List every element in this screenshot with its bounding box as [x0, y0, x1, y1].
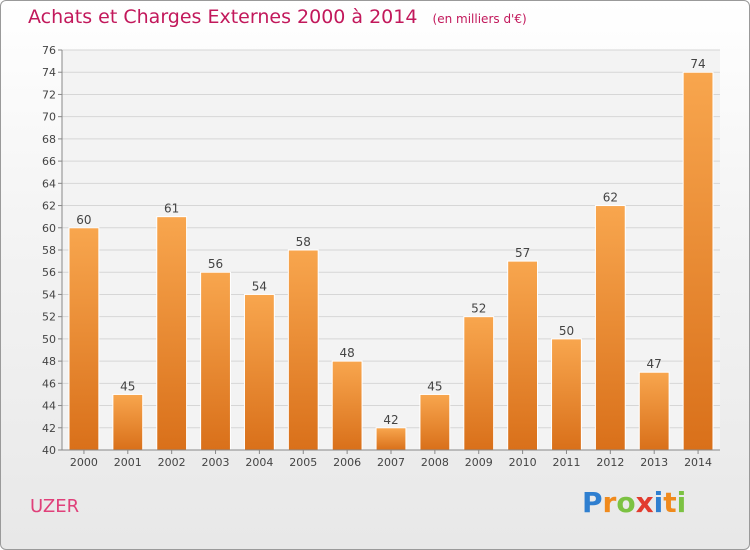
- y-tick-label: 52: [42, 311, 56, 324]
- data-label-2009: 52: [471, 302, 486, 316]
- x-tick-label: 2004: [245, 456, 273, 469]
- y-tick-label: 66: [42, 155, 56, 168]
- y-tick-label: 54: [42, 288, 56, 301]
- x-tick-label: 2002: [158, 456, 186, 469]
- data-label-2001: 45: [120, 379, 135, 393]
- y-tick-label: 50: [42, 333, 56, 346]
- data-label-2002: 61: [164, 202, 179, 216]
- y-tick-label: 40: [42, 444, 56, 457]
- data-label-2013: 47: [647, 357, 662, 371]
- x-tick-label: 2013: [640, 456, 668, 469]
- data-label-2003: 56: [208, 257, 223, 271]
- y-tick-label: 42: [42, 422, 56, 435]
- bar-2002: [156, 216, 188, 451]
- bar-2012: [594, 205, 626, 451]
- data-label-2005: 58: [296, 235, 311, 249]
- proxiti-logo: Proxiti: [582, 486, 686, 519]
- x-tick-label: 2012: [596, 456, 624, 469]
- chart-subtitle: (en milliers d'€): [432, 12, 527, 26]
- y-tick-label: 76: [42, 44, 56, 57]
- x-tick-label: 2003: [202, 456, 230, 469]
- x-tick-label: 2000: [70, 456, 98, 469]
- y-tick-label: 56: [42, 266, 56, 279]
- title-row: Achats et Charges Externes 2000 à 2014 (…: [28, 6, 527, 28]
- bar-2003: [200, 271, 231, 451]
- x-tick-label: 2014: [684, 456, 712, 469]
- data-label-2007: 42: [383, 413, 398, 427]
- x-tick-label: 2005: [289, 456, 317, 469]
- bar-2005: [287, 249, 319, 451]
- data-label-2011: 50: [559, 324, 574, 338]
- x-tick-label: 2009: [465, 456, 493, 469]
- data-label-2004: 54: [252, 279, 267, 293]
- y-tick-label: 68: [42, 133, 56, 146]
- y-tick-label: 48: [42, 355, 56, 368]
- logo-letter: o: [616, 486, 636, 519]
- y-tick-label: 58: [42, 244, 56, 257]
- y-tick-label: 46: [42, 377, 56, 390]
- chart-title: Achats et Charges Externes 2000 à 2014: [28, 6, 418, 28]
- x-tick-label: 2011: [552, 456, 580, 469]
- bar-2014: [682, 71, 714, 451]
- logo-letter: t: [663, 486, 677, 519]
- data-label-2012: 62: [603, 191, 618, 205]
- bar-2010: [507, 260, 539, 451]
- y-tick-label: 64: [42, 177, 56, 190]
- y-tick-label: 72: [42, 88, 56, 101]
- logo-letter: i: [676, 486, 687, 519]
- data-label-2006: 48: [339, 346, 354, 360]
- bar-2008: [419, 393, 451, 451]
- bar-2006: [331, 360, 363, 451]
- data-label-2008: 45: [427, 379, 442, 393]
- bar-2013: [638, 371, 670, 451]
- x-tick-label: 2007: [377, 456, 405, 469]
- x-tick-label: 2006: [333, 456, 361, 469]
- bar-2004: [243, 293, 275, 451]
- data-label-2010: 57: [515, 246, 530, 260]
- bar-2009: [463, 316, 495, 451]
- data-label-2014: 74: [690, 57, 705, 71]
- axes: 40 42 44 46 48 50 52 54 56 58 60 62 64 66 68 70 72 74 76 20…: [42, 44, 720, 469]
- town-name: UZER: [30, 496, 80, 517]
- bar-2001: [112, 393, 144, 451]
- bar-2000: [68, 227, 100, 451]
- y-tick-label: 70: [42, 111, 56, 124]
- logo-letter: x: [635, 486, 654, 519]
- bars: 60 45 61 56 54 58 48 42 45 52 57 50 62 47 74: [68, 57, 714, 451]
- x-tick-label: 2008: [421, 456, 449, 469]
- y-tick-label: 44: [42, 400, 56, 413]
- data-label-2000: 60: [76, 213, 91, 227]
- y-tick-label: 74: [42, 66, 56, 79]
- bar-2011: [551, 338, 582, 451]
- logo-letter: i: [653, 486, 664, 519]
- x-tick-label: 2001: [114, 456, 142, 469]
- logo-letter: P: [582, 486, 603, 519]
- bar-2007: [375, 427, 407, 451]
- x-tick-label: 2010: [509, 456, 537, 469]
- logo-letter: r: [602, 486, 617, 519]
- y-tick-label: 62: [42, 200, 56, 213]
- y-tick-label: 60: [42, 222, 56, 235]
